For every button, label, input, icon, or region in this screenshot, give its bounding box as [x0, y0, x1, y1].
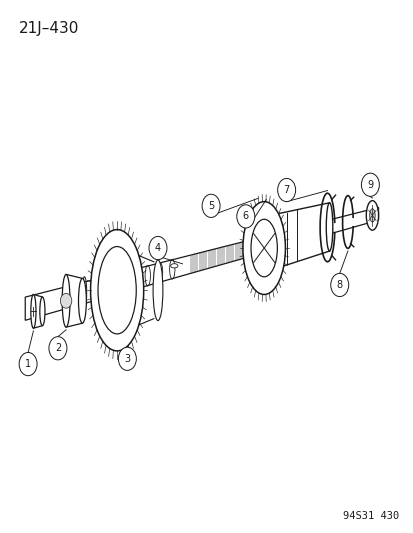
Polygon shape	[263, 203, 329, 272]
Ellipse shape	[170, 264, 178, 268]
Ellipse shape	[98, 247, 136, 334]
Ellipse shape	[242, 201, 285, 294]
Ellipse shape	[250, 219, 277, 277]
Polygon shape	[25, 207, 377, 320]
Text: 8: 8	[336, 280, 342, 290]
Ellipse shape	[369, 209, 374, 222]
Ellipse shape	[78, 278, 86, 323]
Circle shape	[149, 237, 166, 260]
Circle shape	[236, 205, 254, 228]
Ellipse shape	[325, 203, 332, 251]
Text: 6: 6	[242, 212, 248, 221]
Circle shape	[19, 352, 37, 376]
Polygon shape	[33, 294, 42, 328]
Polygon shape	[66, 274, 82, 327]
Ellipse shape	[153, 260, 162, 320]
Circle shape	[60, 293, 71, 308]
Ellipse shape	[40, 297, 45, 326]
Text: 4: 4	[154, 243, 161, 253]
Text: 2: 2	[55, 343, 61, 353]
Text: 9: 9	[366, 180, 373, 190]
Text: 5: 5	[207, 201, 214, 211]
Circle shape	[330, 273, 348, 296]
Ellipse shape	[366, 200, 377, 230]
Circle shape	[49, 337, 67, 360]
Ellipse shape	[62, 274, 70, 327]
Circle shape	[202, 194, 220, 217]
Text: 1: 1	[25, 359, 31, 369]
Text: 7: 7	[283, 185, 289, 195]
Circle shape	[118, 347, 136, 370]
Text: 94S31 430: 94S31 430	[342, 511, 398, 521]
Ellipse shape	[90, 230, 143, 351]
Text: 21J–430: 21J–430	[19, 21, 79, 36]
Circle shape	[361, 173, 378, 196]
Text: 3: 3	[124, 354, 130, 364]
Ellipse shape	[31, 294, 36, 328]
Circle shape	[277, 179, 295, 201]
